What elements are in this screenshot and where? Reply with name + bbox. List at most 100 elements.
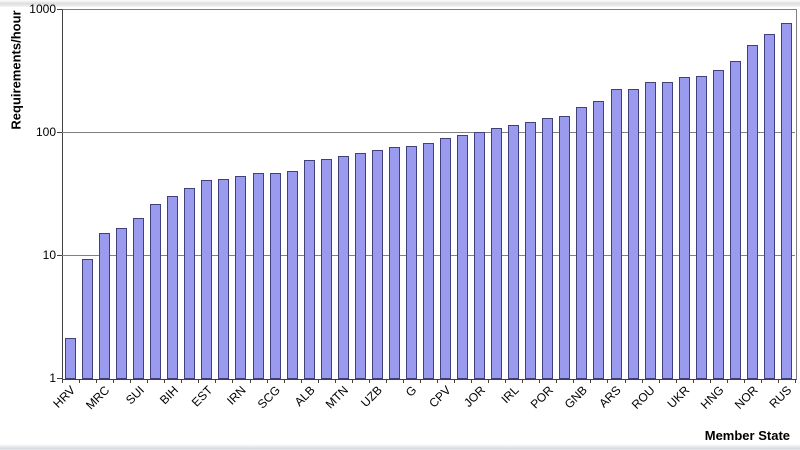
bar	[457, 135, 468, 379]
y-tick-mark	[57, 255, 62, 256]
x-category-label: SCG	[254, 383, 284, 412]
bar	[355, 153, 366, 379]
y-tick-mark	[57, 378, 62, 379]
x-tick-mark	[96, 379, 97, 383]
bar	[593, 101, 604, 379]
x-category-label: HRV	[50, 383, 79, 411]
x-category-label: HNG	[697, 383, 727, 412]
x-category-label: MRC	[83, 383, 113, 413]
x-tick-mark	[607, 379, 608, 383]
bar	[167, 196, 178, 379]
x-tick-mark	[147, 379, 148, 383]
x-category-label: GNB	[561, 383, 590, 412]
gridline-100	[62, 132, 795, 133]
x-category-label: RUS	[766, 383, 795, 411]
x-tick-mark	[744, 379, 745, 383]
x-tick-mark	[250, 379, 251, 383]
bar	[696, 76, 707, 379]
bar	[235, 176, 246, 379]
bar	[99, 233, 110, 379]
x-category-label: UKR	[664, 383, 693, 411]
x-category-label: ARS	[596, 383, 624, 411]
y-axis-title: Requirements/hour	[8, 10, 24, 130]
x-category-label: SUI	[122, 383, 147, 408]
x-category-label: ALB	[291, 383, 318, 409]
x-tick-mark	[539, 379, 540, 383]
x-tick-mark	[215, 379, 216, 383]
x-tick-mark	[556, 379, 557, 383]
x-tick-mark	[318, 379, 319, 383]
bar	[184, 188, 195, 379]
y-tick-label: 10	[42, 248, 56, 262]
bar	[679, 77, 690, 379]
x-tick-mark	[335, 379, 336, 383]
bar	[82, 259, 93, 379]
bar	[508, 125, 519, 379]
bar	[372, 150, 383, 379]
bar	[491, 128, 502, 379]
bar	[338, 156, 349, 379]
x-category-label: UZB	[358, 383, 386, 410]
x-tick-mark	[625, 379, 626, 383]
x-tick-mark	[232, 379, 233, 383]
x-category-label: G	[402, 383, 420, 400]
bar	[116, 228, 127, 379]
x-tick-mark	[573, 379, 574, 383]
x-tick-mark	[454, 379, 455, 383]
bar	[65, 338, 76, 379]
x-tick-mark	[590, 379, 591, 383]
bar	[218, 179, 229, 379]
bar	[542, 118, 553, 379]
bar	[781, 23, 792, 379]
x-tick-mark	[403, 379, 404, 383]
bar	[611, 89, 622, 379]
x-tick-mark	[386, 379, 387, 383]
x-tick-mark	[198, 379, 199, 383]
x-tick-mark	[642, 379, 643, 383]
bar	[270, 173, 281, 379]
x-tick-mark	[488, 379, 489, 383]
x-tick-mark	[284, 379, 285, 383]
bar	[764, 34, 775, 379]
bar	[304, 160, 315, 379]
x-category-label: IRL	[498, 383, 522, 407]
x-tick-mark	[130, 379, 131, 383]
x-category-label: ROU	[629, 383, 659, 412]
bar	[406, 146, 417, 379]
y-tick-label: 1	[49, 371, 56, 385]
bar	[662, 82, 673, 379]
bar	[150, 204, 161, 379]
y-tick-mark	[57, 9, 62, 10]
x-category-label: NOR	[731, 383, 761, 412]
x-category-label: CPV	[426, 383, 454, 411]
bar	[474, 132, 485, 379]
x-category-label: JOR	[460, 383, 488, 410]
bar	[287, 171, 298, 379]
x-tick-mark	[420, 379, 421, 383]
bar	[423, 143, 434, 379]
x-tick-mark	[267, 379, 268, 383]
y-tick-label: 1000	[29, 2, 56, 16]
bar	[559, 116, 570, 379]
x-tick-mark	[505, 379, 506, 383]
x-tick-mark	[113, 379, 114, 383]
x-tick-mark	[301, 379, 302, 383]
x-tick-mark	[471, 379, 472, 383]
bar	[201, 180, 212, 379]
x-tick-mark	[352, 379, 353, 383]
y-tick-mark	[57, 132, 62, 133]
x-tick-mark	[369, 379, 370, 383]
bar	[747, 45, 758, 379]
bar	[133, 218, 144, 379]
x-tick-mark	[795, 379, 796, 383]
y-tick-label: 100	[35, 125, 56, 139]
x-tick-mark	[164, 379, 165, 383]
bar	[730, 61, 741, 379]
x-tick-mark	[710, 379, 711, 383]
bar	[389, 147, 400, 379]
x-axis-title: Member State	[704, 428, 790, 443]
window-bottom-edge	[0, 444, 800, 450]
x-tick-mark	[522, 379, 523, 383]
bar	[576, 107, 587, 379]
x-category-label: MTN	[322, 383, 352, 412]
